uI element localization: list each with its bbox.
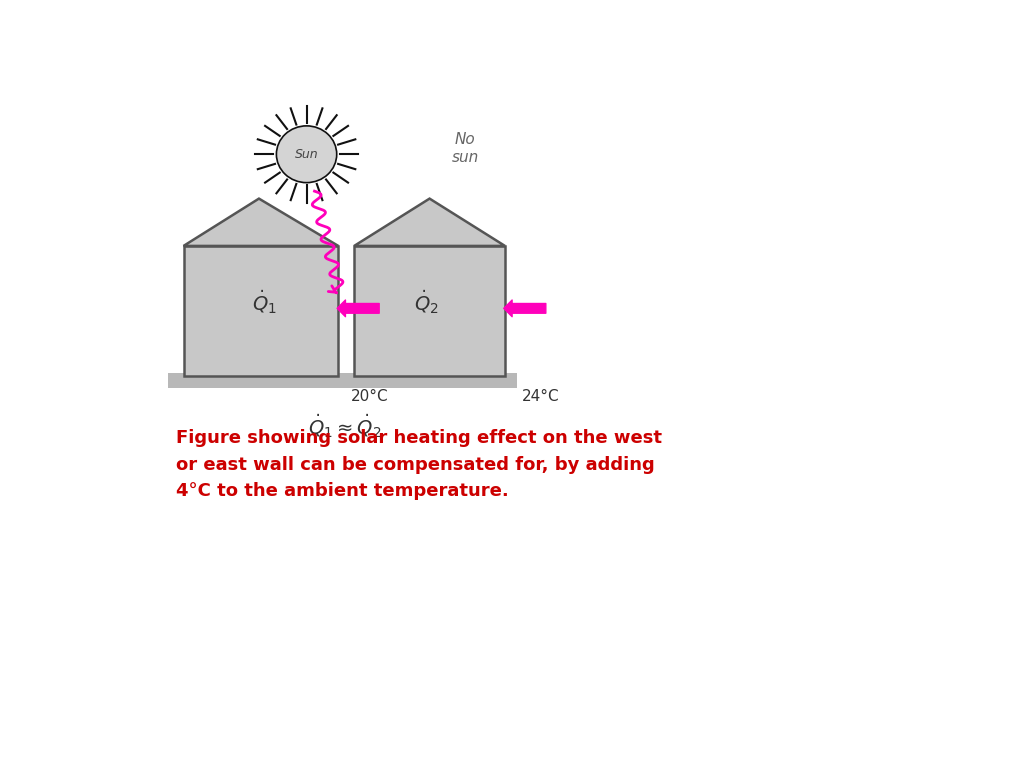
Text: $\dot{Q}_1$: $\dot{Q}_1$ bbox=[252, 289, 276, 316]
Polygon shape bbox=[354, 199, 505, 246]
Bar bbox=[354, 246, 505, 376]
Bar bbox=[346, 373, 517, 388]
Text: 24°C: 24°C bbox=[522, 389, 559, 404]
Text: $\dot{Q}_2$: $\dot{Q}_2$ bbox=[414, 289, 439, 316]
Polygon shape bbox=[183, 199, 338, 246]
Bar bbox=[183, 246, 338, 376]
Text: Sun: Sun bbox=[295, 147, 318, 161]
Ellipse shape bbox=[276, 126, 337, 183]
Text: No
sun: No sun bbox=[452, 132, 479, 164]
Text: $\dot{Q}_1\approx\dot{Q}_2$: $\dot{Q}_1\approx\dot{Q}_2$ bbox=[307, 412, 381, 440]
Text: Figure showing solar heating effect on the west
or east wall can be compensated : Figure showing solar heating effect on t… bbox=[176, 429, 662, 500]
Bar bbox=[168, 373, 362, 388]
Text: 20°C: 20°C bbox=[351, 389, 389, 404]
